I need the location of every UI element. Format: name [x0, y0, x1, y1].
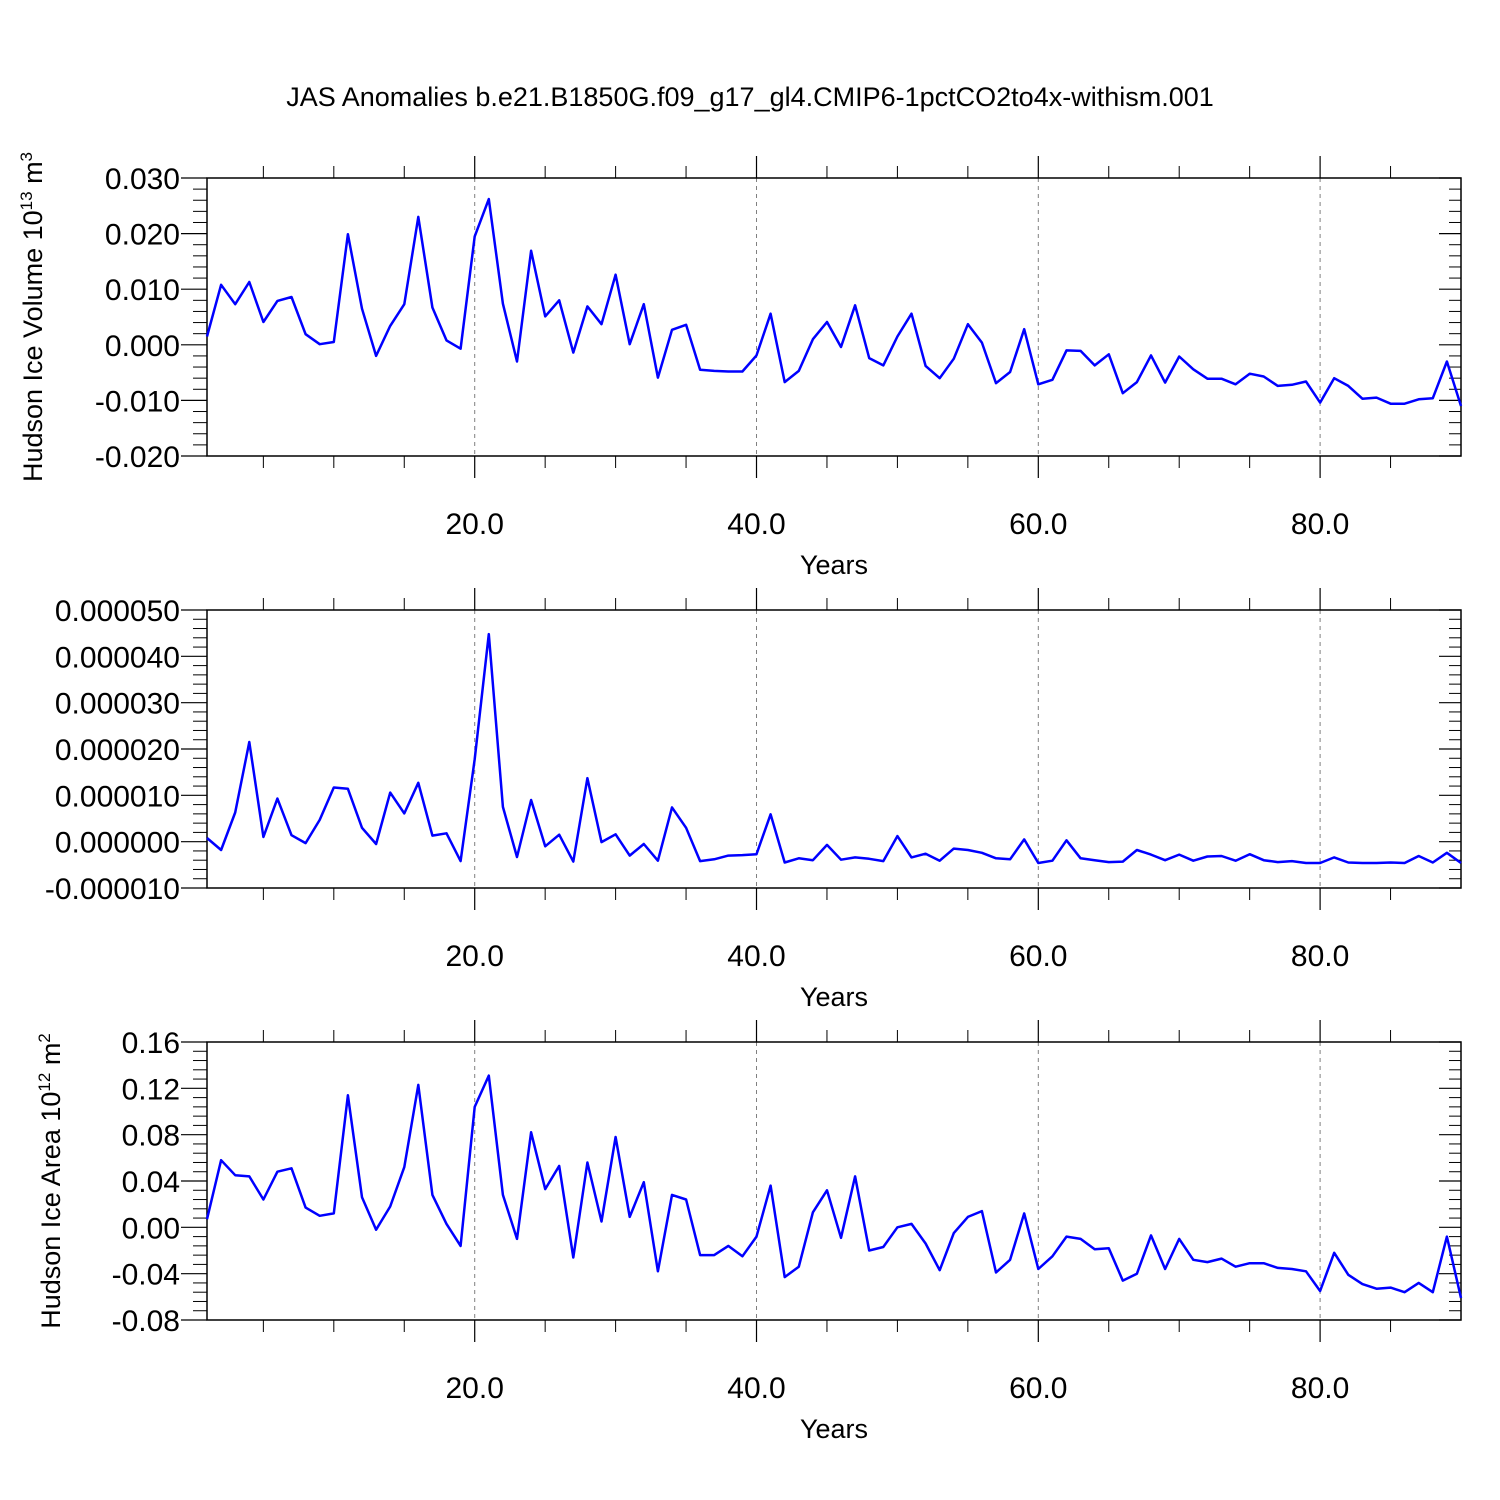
- y-axis-label-superscript: 3: [17, 152, 36, 161]
- y-tick-label: 0.000010: [55, 780, 180, 813]
- plot-frame: [206, 177, 1462, 457]
- x-axis-label: Years: [800, 550, 868, 580]
- x-tick-label: 60.0: [1009, 1372, 1067, 1405]
- x-tick-label: 60.0: [1009, 508, 1067, 541]
- y-tick-label: -0.020: [95, 441, 180, 474]
- panel-2: 20.0 40.0 60.0 80.0 Years -0.000010 0.000000 0.…: [45, 588, 1462, 1012]
- series-line: [205, 197, 1463, 407]
- x-tick-label: 40.0: [727, 508, 785, 541]
- y-tick-label: 0.000030: [55, 688, 180, 721]
- y-axis-label: Hudson Ice Volume 1013 m3: [17, 152, 48, 482]
- y-axis-label-superscript: 2: [35, 1033, 54, 1042]
- y-tick-label: 0.000000: [55, 827, 180, 860]
- y-tick-label: 0.030: [105, 163, 180, 196]
- y-axis-label-part: Hudson Ice Volume 10: [18, 210, 48, 482]
- y-axis-label-part: m: [36, 1043, 66, 1073]
- y-axis-label-part: m: [18, 161, 48, 191]
- x-tick-label: 60.0: [1009, 940, 1067, 973]
- plot-panels: 20.0 40.0 60.0 80.0 Years -0.020 -0.010 0.000 0.…: [17, 152, 1463, 1444]
- panel-3: 20.0 40.0 60.0 80.0 Years -0.08 -0.04 0.00 0.04 0…: [35, 1020, 1463, 1444]
- figure-title: JAS Anomalies b.e21.B1850G.f09_g17_gl4.C…: [286, 82, 1214, 112]
- x-tick-label: 40.0: [727, 940, 785, 973]
- y-tick-label: 0.000: [105, 330, 180, 363]
- x-axis-label: Years: [800, 1414, 868, 1444]
- y-tick-label: -0.08: [112, 1305, 180, 1338]
- y-tick-label: 0.020: [105, 219, 180, 252]
- y-tick-label: 0.12: [122, 1073, 180, 1106]
- x-tick-label: 80.0: [1291, 1372, 1349, 1405]
- panel-1: 20.0 40.0 60.0 80.0 Years -0.020 -0.010 0.000 0.…: [17, 152, 1463, 580]
- y-axis-label-part: Hudson Ice Area 10: [36, 1092, 66, 1329]
- series-line: [206, 632, 1462, 865]
- x-tick-label: 80.0: [1291, 508, 1349, 541]
- y-tick-label: 0.04: [122, 1166, 180, 1199]
- x-tick-label: 20.0: [446, 940, 504, 973]
- plot-frame: [206, 1041, 1462, 1321]
- plot-frame: [206, 609, 1462, 889]
- y-tick-label: -0.04: [112, 1259, 180, 1292]
- y-tick-label: 0.000040: [55, 641, 180, 674]
- y-tick-label: 0.000050: [55, 595, 180, 628]
- x-tick-label: 80.0: [1291, 940, 1349, 973]
- y-tick-label: 0.00: [122, 1212, 180, 1245]
- y-tick-label: 0.010: [105, 274, 180, 307]
- y-tick-label: 0.16: [122, 1027, 180, 1060]
- y-tick-label: -0.010: [95, 385, 180, 418]
- y-axis-label-superscript: 13: [17, 191, 36, 210]
- series-line: [205, 1074, 1463, 1299]
- y-tick-label: 0.08: [122, 1120, 180, 1153]
- y-tick-label: 0.000020: [55, 734, 180, 767]
- x-axis-label: Years: [800, 982, 868, 1012]
- y-axis-label: Hudson Ice Area 1012 m2: [35, 1033, 66, 1329]
- y-tick-label: -0.000010: [45, 873, 180, 906]
- y-axis-label-superscript: 12: [35, 1073, 54, 1092]
- x-tick-label: 20.0: [446, 1372, 504, 1405]
- x-tick-label: 40.0: [727, 1372, 785, 1405]
- x-tick-label: 20.0: [446, 508, 504, 541]
